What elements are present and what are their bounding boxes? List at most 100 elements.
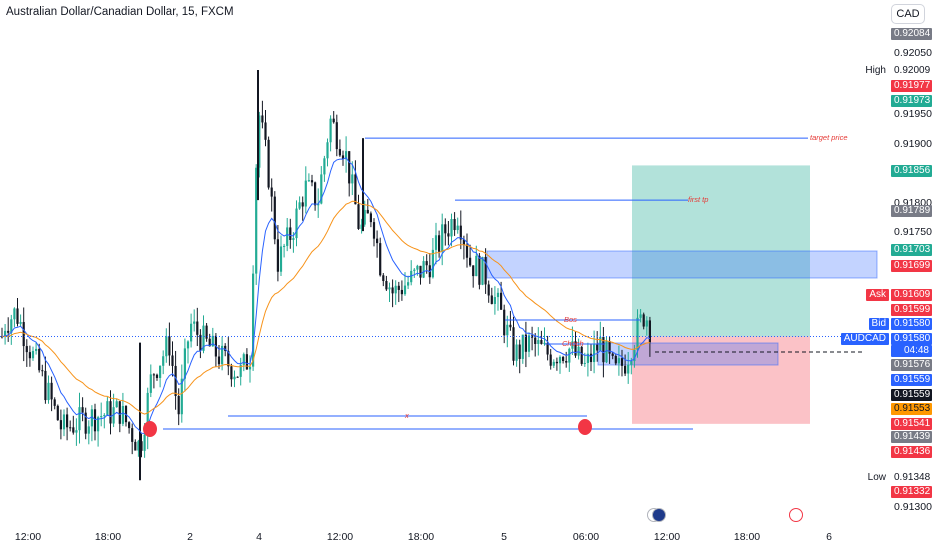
candle-body [190,323,193,342]
candle-body [159,365,162,378]
candle-body [450,219,453,237]
candle-body [289,227,292,240]
candle-body [531,335,534,338]
candle-body [301,202,304,207]
candle-body [431,249,434,278]
candle-body [155,374,159,378]
candle-body [236,376,239,378]
candle-body [413,269,416,271]
candle-body [310,180,314,183]
candle-body [128,422,131,429]
candle-body [97,417,100,432]
candle-body [462,239,465,245]
ema-fast-line [1,157,651,435]
candle-body [276,239,279,272]
candle-body [230,366,233,380]
time-tick-label: 6 [826,531,832,543]
candle-body [574,341,577,356]
candle-body [103,415,106,417]
price-tag: 0.91973 [891,95,932,107]
price-tag: 0.91559 [891,389,932,401]
candle-body [465,244,469,258]
candle-body [593,344,596,363]
candle-body [624,365,627,374]
candle-body [87,426,90,434]
annot-x: x [405,411,409,420]
candle-body [549,354,552,366]
price-side-label: AUDCAD [840,333,889,345]
candle-body [363,209,366,225]
time-tick-label: 4 [256,531,262,543]
candle-body [69,427,72,429]
candle-body [320,174,323,204]
flag-icon-au-2[interactable] [652,508,666,522]
candle-body [258,115,261,168]
ema-slow-line [1,200,650,415]
candle-body [580,346,583,364]
price-tag: 0.92009 [891,65,932,77]
candle-body [345,151,348,160]
candle-body [162,356,165,366]
candle-body [196,321,199,335]
time-tick-label: 18:00 [407,531,435,543]
candle-body [255,167,258,274]
candle-body [53,399,56,406]
candle-body [524,334,527,352]
candle-body [137,441,140,451]
candle-body [25,346,28,353]
candle-body [633,349,636,362]
candle-body [447,233,450,237]
time-tick-label: 12:00 [14,531,42,543]
candle-body [224,345,227,351]
candle-body [323,158,326,175]
candle-body [639,314,642,318]
candle-body [13,308,16,320]
candle-body [583,362,586,364]
candle-body [66,414,69,428]
candle-body [261,115,264,123]
candle-body [537,340,540,344]
candle-body [642,314,645,327]
candle-body [41,370,44,372]
price-tick-label: 0.91900 [894,138,932,150]
annot-choch: Choch [562,339,584,348]
time-tick-label: 5 [501,531,507,543]
candle-body [614,355,617,364]
price-side-label: Bid [868,318,889,330]
candle-body [459,225,462,240]
flag-icon-ca[interactable] [789,508,803,522]
candle-body [245,354,248,370]
liquidity-marker [143,421,157,437]
price-tag: 0.91332 [891,486,932,498]
candle-body [348,151,351,184]
candle-body [186,341,190,349]
candle-body [332,118,335,123]
candle-body [335,122,338,150]
candle-body [636,317,639,350]
candle-body [283,245,286,247]
candle-body [93,409,97,432]
candle-body [180,378,183,415]
candle-body [193,321,196,324]
candle-body [596,344,599,351]
candle-body [205,325,208,339]
candle-body [22,322,25,347]
candle-body [174,365,177,397]
candle-body [357,204,360,229]
candle-body [605,341,608,363]
time-tick-label: 18:00 [94,531,122,543]
currency-button[interactable]: CAD [891,4,925,24]
chart-title: Australian Dollar/Canadian Dollar, 15, F… [6,6,234,18]
price-tag: 0.92084 [891,28,932,40]
candle-body [469,257,472,266]
price-tag: 0.91580 [891,318,932,330]
candle-body [475,255,478,277]
candle-body [140,441,143,451]
candle-body [279,246,283,272]
candle-body [298,202,301,209]
candle-body [152,374,155,376]
candle-body [385,281,388,290]
candle-body [81,407,84,413]
candle-body [416,265,419,270]
